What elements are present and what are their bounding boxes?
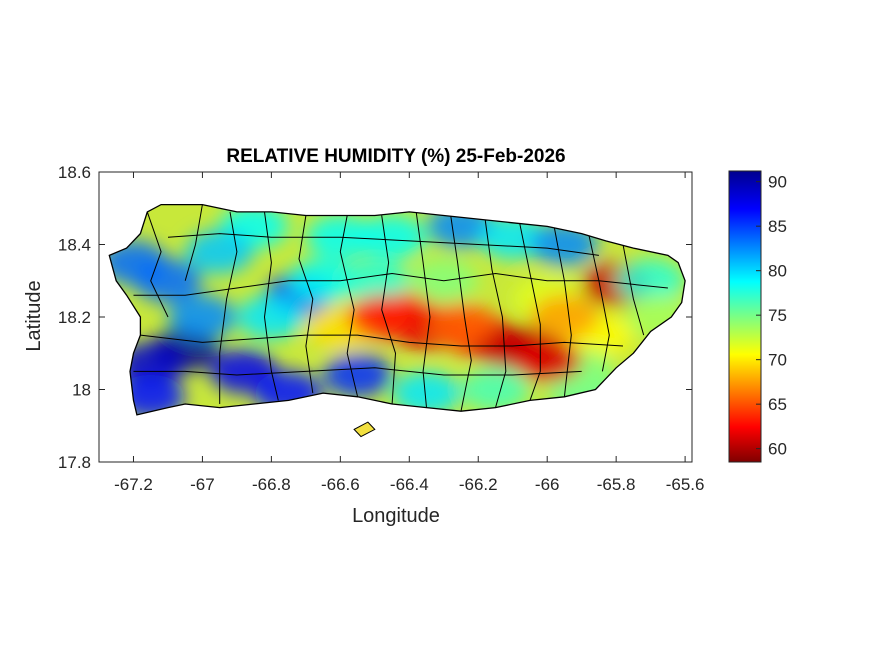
colorbar-tick-label: 80: [768, 262, 787, 281]
municipality-border: [133, 367, 582, 376]
humidity-blob: [323, 353, 392, 397]
chart-title: RELATIVE HUMIDITY (%) 25-Feb-2026: [226, 146, 565, 167]
municipality-border: [415, 211, 431, 408]
colorbar-tick-label: 90: [768, 173, 787, 192]
x-tick-label: -66.8: [252, 475, 291, 494]
y-tick-label: 17.8: [58, 453, 91, 472]
x-axis: -67.2 -67 -66.8 -66.6 -66.4 -66.2 -66 -65.8 -65.…: [114, 172, 704, 494]
x-tick-label: -66: [535, 475, 560, 494]
small-island-outline: [353, 421, 376, 438]
municipality-border: [588, 233, 610, 372]
humidity-blob: [237, 295, 306, 339]
municipality-border: [219, 211, 238, 404]
colorbar: [728, 170, 762, 463]
humidity-blob: [427, 302, 496, 347]
municipality-border: [519, 222, 541, 401]
colorbar-ticks: 60 65 70 75 80 85 90: [756, 173, 787, 459]
island-outline: [108, 203, 686, 416]
humidity-blob: [530, 295, 599, 339]
humidity-blob: [340, 258, 409, 303]
x-tick-label: -65.8: [597, 475, 636, 494]
x-axis-label: Longitude: [352, 505, 440, 527]
colorbar-tick-label: 75: [768, 306, 787, 325]
humidity-blob: [358, 215, 427, 260]
municipality-border: [622, 244, 645, 336]
municipality-border: [298, 215, 314, 394]
y-tick-label: 18.6: [58, 163, 91, 182]
y-tick-label: 18.2: [58, 308, 91, 327]
humidity-blob: [513, 338, 582, 383]
humidity-blob: [185, 229, 254, 274]
y-tick-label: 18.4: [58, 236, 91, 255]
municipality-border: [167, 233, 599, 256]
municipality-borders: [133, 204, 668, 412]
municipality-border: [140, 334, 624, 347]
humidity-blob: [478, 215, 547, 260]
x-tick-label: -66.4: [390, 475, 429, 494]
humidity-blob: [616, 258, 685, 303]
x-tick-label: -67.2: [114, 475, 153, 494]
municipality-border: [553, 226, 572, 397]
municipality-border: [184, 204, 203, 281]
humidity-blob: [461, 367, 530, 412]
humidity-blob: [168, 295, 237, 339]
colorbar-tick-label: 70: [768, 351, 787, 370]
humidity-field: [109, 204, 686, 415]
colorbar-tick-label: 60: [768, 440, 787, 459]
humidity-blob: [392, 371, 461, 415]
municipality-border: [263, 211, 279, 401]
humidity-blob: [347, 295, 416, 339]
colorbar-tick-label: 65: [768, 395, 787, 414]
y-tick-label: 18: [72, 381, 91, 400]
municipality-border: [484, 219, 507, 408]
municipality-border: [133, 272, 668, 296]
municipality-border: [146, 211, 169, 318]
x-tick-label: -66.2: [459, 475, 498, 494]
x-tick-label: -65.6: [666, 475, 705, 494]
municipality-border: [450, 215, 472, 412]
municipality-border: [339, 215, 359, 397]
x-tick-label: -66.6: [321, 475, 360, 494]
x-tick-label: -67: [190, 475, 215, 494]
y-axis: 17.8 18 18.2 18.4 18.6: [58, 163, 692, 472]
colorbar-tick-label: 85: [768, 217, 787, 236]
y-axis-label: Latitude: [23, 280, 45, 351]
